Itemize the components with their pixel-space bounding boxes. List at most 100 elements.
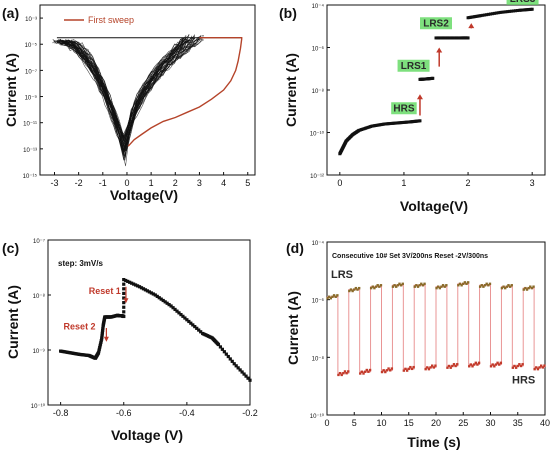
panel-c-data-point	[181, 314, 185, 318]
panel-d-x-tick-label: 10	[376, 418, 386, 428]
panel-c-data-point	[122, 291, 126, 296]
panel-c-data-point	[100, 332, 104, 336]
panel-d-lrs-point	[463, 281, 467, 284]
panel-d-hrs-point	[359, 372, 362, 375]
panel-d-lrs-point	[483, 284, 487, 287]
panel-b-lrs1-point	[431, 76, 435, 80]
panel-b-y-tick-label: 10⁻¹²	[310, 174, 324, 180]
panel-d-hrs-point	[516, 364, 519, 368]
panel-c-reset1-label: Reset 1	[89, 286, 121, 296]
panel-b-state-label-bg	[420, 17, 452, 30]
panel-c-data-point	[145, 289, 150, 293]
panel-c-data-point	[122, 314, 126, 319]
panel-d-lrs-point	[336, 294, 339, 297]
panel-c-y-tick-label: 10⁻¹⁰	[31, 403, 46, 410]
panel-a-cycle-curve	[72, 35, 196, 148]
panel-d-hrs-point	[513, 364, 516, 368]
panel-b-lrs3-point	[492, 11, 496, 15]
panel-d-lrs-point	[418, 284, 421, 287]
panel-c-data-point	[122, 278, 126, 282]
panel-c-data-point	[232, 362, 236, 366]
panel-a-y-tick-label: 10⁻⁷	[25, 68, 37, 75]
panel-d-hrs-point	[449, 366, 452, 369]
panel-d-hrs-point	[390, 367, 394, 370]
panel-d-hrs-point	[343, 370, 347, 373]
panel-c-data-point	[179, 312, 183, 317]
panel-c-data-point	[135, 284, 140, 288]
panel-d-hrs-point	[402, 369, 406, 372]
panel-d-hrs-point	[518, 363, 521, 366]
panel-d-lrs-point	[480, 284, 483, 287]
panel-d-hrs-point	[342, 371, 345, 375]
panel-d-hrs-point	[469, 363, 473, 366]
panel-d-cycle-line	[327, 283, 545, 374]
panel-d-hrs-point	[491, 363, 494, 366]
panel-d-lrs-point	[349, 288, 353, 291]
panel-d: (d) Time (s) Current (A) Consecutive 10#…	[285, 240, 550, 450]
panel-c-data-point	[100, 337, 104, 341]
panel-b-lrs3-point	[512, 9, 516, 13]
panel-a-cycle-curve	[66, 37, 184, 143]
panel-d-hrs-point	[476, 363, 479, 366]
panel-c-data-point	[128, 280, 132, 284]
panel-d-lrs-point	[482, 285, 485, 288]
panel-d-lrs-point	[373, 286, 376, 290]
panel-d-lrs-point	[508, 285, 512, 288]
panel-b-lrs3-point	[515, 9, 519, 13]
panel-d-hrs-point	[533, 367, 536, 371]
panel-d-ylabel: Current (A)	[285, 291, 301, 365]
panel-a-y-tick-label: 10⁻⁹	[25, 95, 38, 102]
panel-d-x-tick-label: 20	[431, 418, 441, 428]
panel-d-lrs-point	[371, 285, 374, 288]
panel-d-lrs-point	[327, 295, 331, 298]
panel-c-data-point	[159, 297, 163, 301]
panel-b-y-tick-label: 10⁻¹⁰	[310, 131, 325, 138]
panel-b-state-label: LRS2	[423, 18, 449, 29]
panel-b-y-tick-label: 10⁻⁶	[312, 46, 325, 53]
panel-c-data-point	[199, 330, 203, 334]
panel-a-first-sweep-line	[127, 37, 243, 147]
panel-d-hrs-point	[360, 370, 364, 373]
panel-b-y-tick-label: 10⁻⁸	[312, 88, 325, 95]
panel-c-data-point	[126, 279, 130, 283]
panel-b-lrs3-point	[508, 9, 512, 13]
panel-c-ylabel: Current (A)	[5, 285, 21, 359]
panel-d-hrs-point	[498, 363, 501, 366]
panel-c-y-tick-label: 10⁻⁸	[33, 293, 46, 300]
panel-b-state-label: LRS1	[401, 61, 427, 72]
panel-c-reset2-arrow-head	[103, 336, 109, 342]
panel-c-data-point	[230, 359, 234, 363]
panel-c-data-point	[101, 327, 105, 331]
panel-a-frame	[39, 4, 256, 176]
panel-d-lrs-point	[485, 282, 488, 286]
panel-a-x-tick-label: 2	[173, 178, 178, 188]
panel-d-x-tick-label: 0	[324, 418, 329, 428]
panel-c-data-point	[218, 345, 223, 349]
panel-c-data-point	[165, 301, 169, 305]
panel-d-hrs-point	[432, 366, 436, 369]
panel-d-hrs-point	[538, 366, 541, 369]
panel-b-lrs3-point	[504, 10, 508, 14]
panel-c-data-point	[97, 349, 101, 353]
panel-c-label: (c)	[2, 240, 19, 256]
panel-c-data-point	[96, 351, 101, 355]
panel-c-data-point	[101, 328, 105, 333]
panel-d-hrs-point	[514, 366, 518, 369]
panel-d-label: (d)	[286, 240, 304, 256]
panel-d-hrs-point	[471, 365, 474, 368]
panel-b-set-arrow-2-head	[436, 47, 443, 53]
panel-c-data-point	[224, 352, 228, 356]
panel-c-data-point	[122, 310, 126, 314]
panel-c-data-point	[171, 306, 175, 310]
panel-d-title: Consecutive 10# Set 3V/200ns Reset -2V/3…	[332, 253, 488, 260]
panel-c-data-point	[169, 304, 173, 308]
panel-d-lrs-point	[334, 295, 337, 298]
panel-c-data-point	[147, 290, 151, 294]
panel-c-data-point	[122, 301, 126, 305]
panel-d-lrs-point	[393, 284, 396, 287]
panel-a: (a) Voltage(V) Current (A) First sweep -…	[2, 4, 256, 203]
panel-d-lrs-point	[532, 285, 535, 288]
panel-d-hrs-point	[338, 371, 342, 375]
panel-d-hrs-point	[539, 364, 543, 367]
panel-d-y-tick-label: 10⁻⁴	[312, 240, 325, 247]
